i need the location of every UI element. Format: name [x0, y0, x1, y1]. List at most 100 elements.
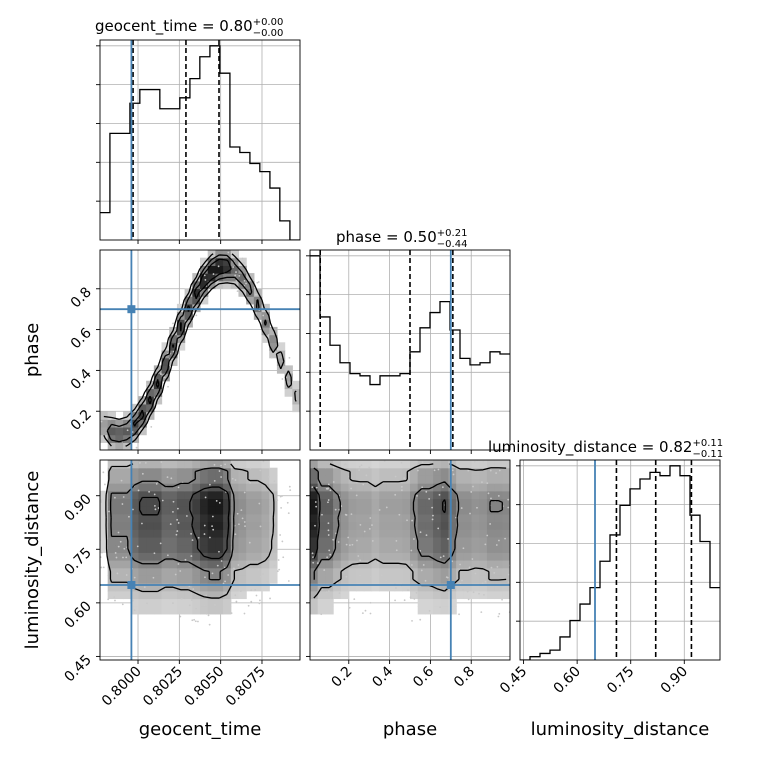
density-cell: [340, 513, 350, 523]
density-cell: [215, 257, 224, 266]
density-cell: [379, 513, 388, 523]
scatter-point: [212, 528, 215, 531]
scatter-point: [328, 549, 331, 552]
density-cell: [176, 529, 186, 538]
scatter-point: [203, 533, 206, 535]
density-cell: [161, 460, 170, 469]
density-cell: [402, 529, 411, 538]
density-cell: [176, 544, 186, 553]
panel-content: [520, 460, 720, 660]
density-cell: [161, 544, 170, 553]
density-cell: [246, 460, 255, 469]
density-cell: [486, 536, 496, 546]
density-cell: [269, 567, 278, 576]
density-cell: [223, 560, 232, 569]
density-cell: [238, 544, 247, 553]
density-cell: [410, 529, 419, 538]
density-cell: [138, 552, 147, 561]
scatter-point: [213, 479, 216, 482]
scatter-point: [329, 553, 332, 556]
density-cell: [494, 475, 503, 484]
density-cell: [325, 544, 334, 553]
scatter-point: [481, 582, 484, 585]
density-cell: [238, 567, 247, 576]
density-cell: [325, 606, 334, 615]
scatter-point: [507, 581, 510, 584]
density-cell: [261, 326, 270, 336]
density-cell: [223, 583, 232, 592]
y-tick-label: 0.2: [68, 407, 95, 434]
density-cell: [310, 490, 319, 500]
density-cell: [333, 521, 342, 530]
density-cell: [486, 560, 496, 569]
scatter-point: [172, 510, 174, 513]
scatter-point: [135, 446, 138, 449]
scatter-point: [132, 599, 134, 602]
density-cell: [261, 567, 270, 576]
density-cell: [169, 483, 178, 492]
density-cell: [246, 567, 255, 576]
scatter-point: [466, 590, 469, 593]
density-cell: [363, 529, 373, 538]
scatter-point: [462, 547, 465, 550]
scatter-point: [227, 574, 230, 576]
scatter-point: [234, 533, 237, 536]
density-cell: [276, 342, 286, 351]
density-cell: [207, 544, 216, 553]
density-cell: [340, 536, 350, 546]
x-axis-label-phase: phase: [383, 719, 437, 740]
density-cell: [184, 590, 193, 600]
density-cell: [417, 521, 426, 530]
density-cell: [238, 575, 247, 584]
density-cell: [386, 475, 396, 484]
density-cell: [310, 590, 319, 600]
density-cell: [386, 552, 396, 561]
scatter-point: [215, 499, 218, 502]
density-cell: [246, 521, 255, 530]
density-cell: [215, 590, 224, 600]
density-cell: [425, 521, 434, 530]
density-cell: [463, 536, 473, 546]
scatter-point: [472, 485, 474, 488]
density-cell: [130, 598, 140, 607]
density-cell: [486, 490, 496, 500]
density-cell: [153, 544, 163, 553]
density-cell: [417, 606, 426, 615]
density-cell: [107, 560, 116, 569]
density-cell: [440, 544, 450, 553]
density-cell: [153, 373, 163, 382]
density-cell: [215, 250, 224, 259]
density-cell: [417, 467, 426, 476]
density-cell: [486, 544, 496, 553]
x-tick-label: 0.2: [329, 664, 356, 691]
density-cell: [269, 552, 278, 561]
scatter-point: [350, 487, 353, 490]
density-cell: [348, 529, 357, 538]
density-cell: [184, 606, 193, 615]
scatter-point: [369, 612, 372, 615]
density-cell: [363, 536, 373, 546]
density-cell: [340, 521, 350, 530]
density-cell: [363, 552, 373, 561]
density-cell: [192, 536, 201, 546]
density-cell: [479, 467, 488, 476]
density-cell: [471, 567, 480, 576]
scatter-point: [194, 620, 197, 623]
density-cell: [138, 396, 147, 405]
density-cell: [440, 513, 450, 523]
scatter-point: [448, 461, 450, 464]
scatter-point: [482, 460, 485, 463]
density-cell: [292, 388, 300, 397]
scatter-point: [394, 599, 396, 602]
density-cell: [456, 460, 465, 469]
density-cell: [425, 506, 434, 515]
density-cell: [284, 373, 293, 382]
scatter-point: [400, 461, 403, 464]
scatter-point: [411, 519, 414, 522]
density-cell: [253, 467, 263, 476]
density-cell: [348, 552, 357, 561]
scatter-point: [364, 609, 367, 612]
density-cell: [107, 521, 116, 530]
scatter-point: [205, 594, 208, 597]
density-cell: [448, 475, 457, 484]
